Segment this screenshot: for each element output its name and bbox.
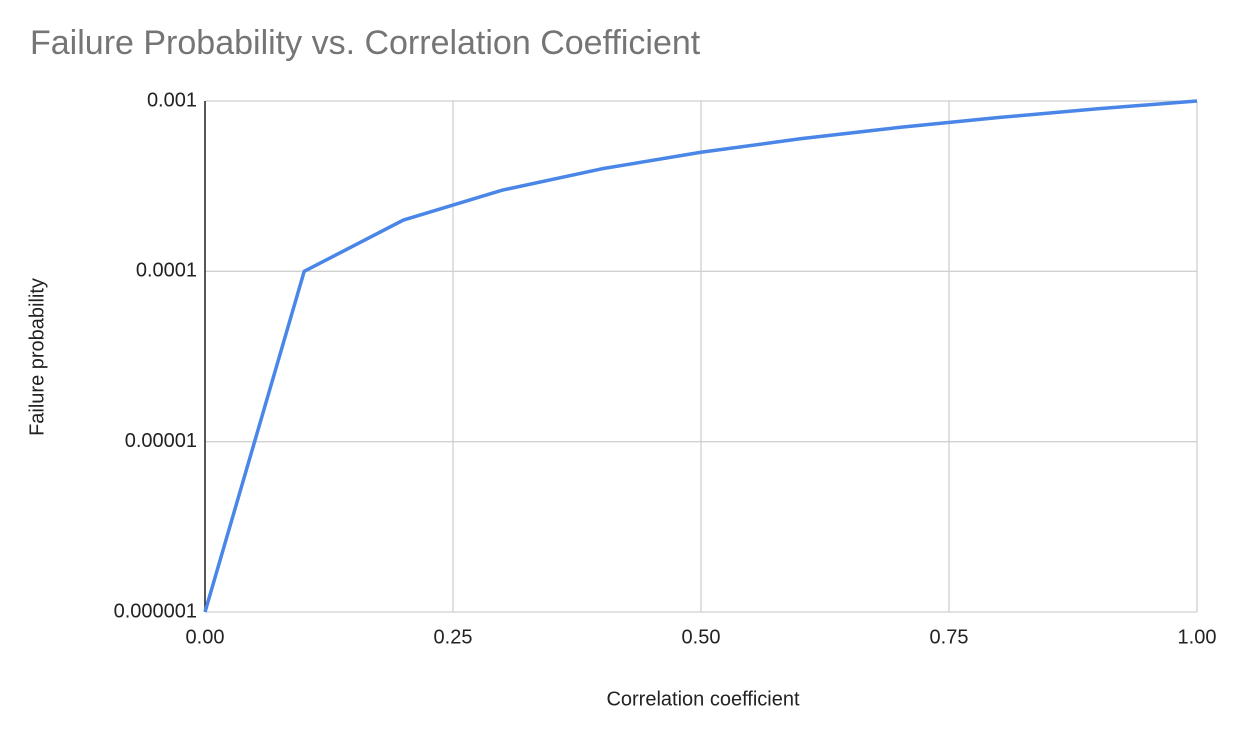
x-tick-label: 0.00	[186, 626, 225, 648]
x-tick-label: 0.50	[682, 626, 721, 648]
x-tick-label: 0.25	[434, 626, 473, 648]
y-tick-label: 0.000001	[114, 600, 197, 622]
x-tick-label: 1.00	[1178, 626, 1217, 648]
data-line	[203, 99, 1198, 613]
chart-title: Failure Probability vs. Correlation Coef…	[30, 24, 701, 62]
y-tick-label: 0.0001	[136, 260, 197, 282]
y-tick-label: 0.001	[147, 89, 197, 111]
y-axis-label: Failure probability	[26, 278, 48, 436]
x-tick-label: 0.75	[930, 626, 969, 648]
x-axis-label: Correlation coefficient	[606, 688, 800, 710]
y-tick-label: 0.00001	[125, 430, 197, 452]
